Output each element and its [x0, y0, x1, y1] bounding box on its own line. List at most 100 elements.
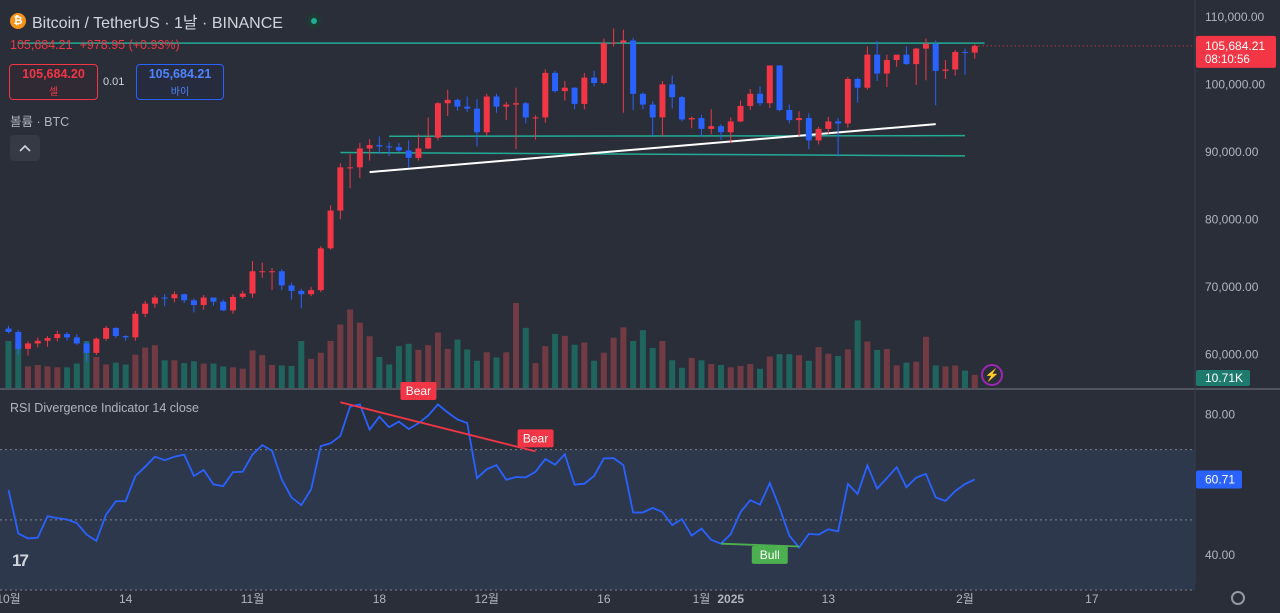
volume-bar: [639, 330, 646, 388]
time-axis-tick: 18: [373, 592, 387, 606]
candle: [34, 337, 41, 348]
volume-bar: [952, 365, 959, 388]
volume-bar: [532, 363, 539, 388]
candle: [15, 329, 22, 355]
candle-body: [190, 300, 197, 306]
volume-bar: [434, 332, 441, 388]
volume-bar: [581, 342, 588, 388]
candle-body: [620, 40, 627, 43]
volume-bar: [493, 357, 500, 388]
volume-bar: [698, 360, 705, 388]
rsi-axis-tick: 40.00: [1205, 548, 1235, 562]
candle: [698, 114, 705, 137]
candle-body: [151, 297, 158, 304]
candle-body: [366, 145, 373, 149]
volume-bar: [64, 367, 71, 388]
sell-button[interactable]: 105,684.20 셀: [9, 64, 98, 100]
volume-value-badge: [1196, 370, 1250, 386]
settings-gear-icon[interactable]: [1231, 591, 1245, 605]
volume-indicator-label[interactable]: 볼륨 · BTC: [10, 115, 70, 129]
candle: [903, 46, 910, 65]
volume-bar: [83, 341, 90, 388]
time-axis-tick: 17: [1085, 592, 1099, 606]
volume-bar: [874, 349, 881, 388]
volume-bar: [678, 367, 685, 388]
volume-bar: [737, 365, 744, 388]
candle-body: [239, 293, 246, 297]
candle: [171, 291, 178, 303]
volume-bar: [513, 302, 520, 388]
candle: [503, 101, 510, 121]
volume-bar: [883, 348, 890, 388]
volume-bar: [864, 341, 871, 388]
buy-price: 105,684.21: [148, 66, 212, 81]
time-axis-tick: 2월: [956, 592, 974, 606]
candle-body: [922, 43, 929, 49]
volume-bar: [171, 360, 178, 388]
buy-button[interactable]: 105,684.21 바이: [136, 64, 224, 100]
volume-bar: [220, 366, 227, 388]
candle: [327, 205, 334, 250]
candle-body: [883, 60, 890, 74]
candle: [522, 101, 529, 124]
candle-body: [278, 271, 285, 286]
rsi-indicator-label[interactable]: RSI Divergence Indicator 14 close: [10, 401, 199, 415]
candle-body: [610, 42, 617, 44]
candle: [600, 38, 607, 85]
time-axis-tick: 1월: [693, 592, 711, 606]
candle-body: [757, 93, 764, 104]
candle-body: [835, 121, 842, 124]
volume-bar: [93, 356, 100, 388]
volume-bar: [766, 356, 773, 388]
candle: [620, 29, 627, 113]
candle: [639, 92, 646, 110]
last-price-axis-label: 105,684.21: [1205, 39, 1265, 53]
candle: [571, 87, 578, 110]
last-price: 105,684.21: [10, 38, 73, 52]
candle-body: [337, 167, 344, 211]
volume-bar: [747, 364, 754, 388]
price-axis-tick: 100,000.00: [1205, 77, 1265, 91]
candle: [952, 49, 959, 76]
volume-bar: [15, 344, 22, 388]
bear-divergence-label: Bear: [517, 429, 554, 448]
time-axis-tick: 12월: [475, 592, 499, 606]
divergence-label-box: [751, 545, 788, 564]
volume-bar: [327, 341, 334, 388]
symbol-header[interactable]: ₿ Bitcoin / TetherUS · 1날 · BINANCE: [10, 9, 321, 33]
candle: [591, 70, 598, 87]
candle-body: [913, 48, 920, 65]
candle-body: [327, 210, 334, 249]
candle-body: [678, 97, 685, 120]
candle-body: [464, 106, 471, 109]
candle: [190, 298, 197, 313]
candle-body: [630, 40, 637, 94]
collapse-indicators-button[interactable]: [10, 135, 40, 161]
volume-bar: [854, 320, 861, 388]
volume-bar: [630, 341, 637, 388]
tradingview-logo-icon[interactable]: 17: [12, 551, 29, 570]
divergence-label-text: Bear: [523, 431, 548, 445]
price-axis-tick: 60,000.00: [1205, 347, 1259, 361]
volume-bar: [610, 337, 617, 388]
price-axis-tick: 110,000.00: [1205, 10, 1264, 24]
candle: [610, 28, 617, 47]
candle: [483, 93, 490, 136]
volume-bar: [659, 341, 666, 388]
candle: [766, 65, 773, 108]
candle: [805, 113, 812, 150]
candle: [434, 101, 441, 141]
lightning-icon[interactable]: ⚡: [981, 364, 1003, 386]
candle: [239, 290, 246, 299]
volume-bar: [649, 348, 656, 388]
candle: [142, 300, 149, 318]
candle-body: [288, 285, 295, 291]
rsi-axis-tick: 80.00: [1205, 408, 1235, 422]
candle-body: [522, 103, 529, 118]
candle: [815, 126, 822, 145]
candle-body: [639, 93, 646, 105]
candle-body: [347, 167, 354, 169]
candle: [181, 293, 188, 303]
candle: [473, 99, 480, 147]
